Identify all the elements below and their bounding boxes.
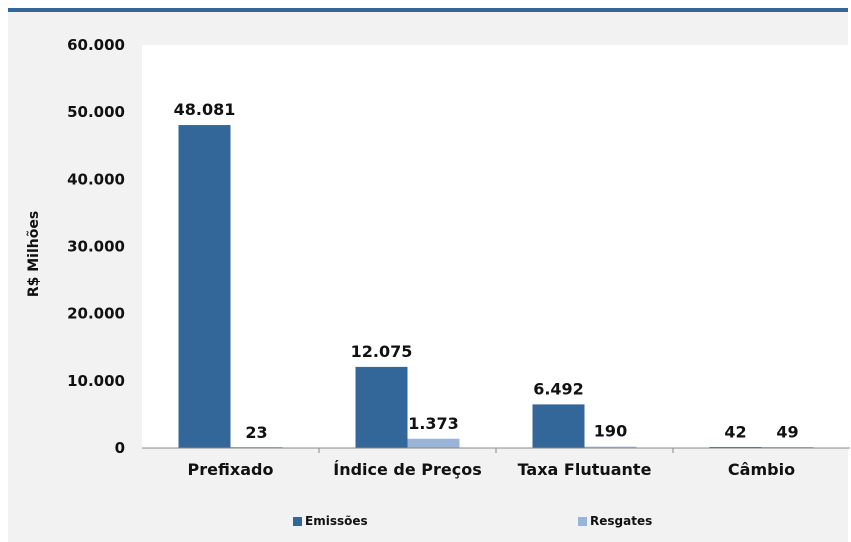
bar-emissoes [355,366,408,448]
y-tick-label: 0 [115,439,125,457]
data-label: 6.492 [533,379,584,398]
x-category-label: Taxa Flutuante [518,460,652,479]
y-tick-label: 20.000 [67,305,125,323]
data-label: 23 [245,423,267,442]
bar-resgates [407,438,460,448]
y-axis-ticks: 0 10.000 20.000 30.000 40.000 50.000 60.000 [67,36,125,457]
legend-swatch-resgates [578,516,587,526]
legend-label-emissoes: Emissões [305,514,368,528]
x-category-label: Índice de Preços [333,460,482,479]
x-category-label: Câmbio [728,460,795,479]
legend-item-emissoes: Emissões [293,512,368,530]
y-axis-title: R$ Milhões [26,211,42,297]
bar-resgates [584,446,637,448]
bar-emissoes [532,404,585,448]
legend-item-resgates: Resgates [578,512,652,530]
legend-label-resgates: Resgates [590,514,653,528]
y-tick-label: 40.000 [67,170,125,188]
top-accent-bar [8,8,848,12]
plot-area [142,45,850,448]
x-category-label: Prefixado [188,460,274,479]
data-label: 1.373 [408,414,459,433]
bar-emissoes [178,125,231,449]
data-label: 190 [594,422,627,441]
data-labels: 48.081 23 12.075 1.373 6.492 190 42 49 [174,100,799,442]
y-tick-label: 10.000 [67,372,125,390]
bars [178,125,814,449]
data-label: 49 [776,423,798,442]
data-label: 42 [724,423,746,442]
legend-swatch-emissoes [293,516,302,526]
y-tick-label: 50.000 [67,103,125,121]
data-label: 48.081 [174,100,236,119]
y-tick-label: 60.000 [67,36,125,54]
x-axis-categories: Prefixado Índice de Preços Taxa Flutuante C… [188,448,795,479]
data-label: 12.075 [351,342,413,361]
y-tick-label: 30.000 [67,238,125,256]
